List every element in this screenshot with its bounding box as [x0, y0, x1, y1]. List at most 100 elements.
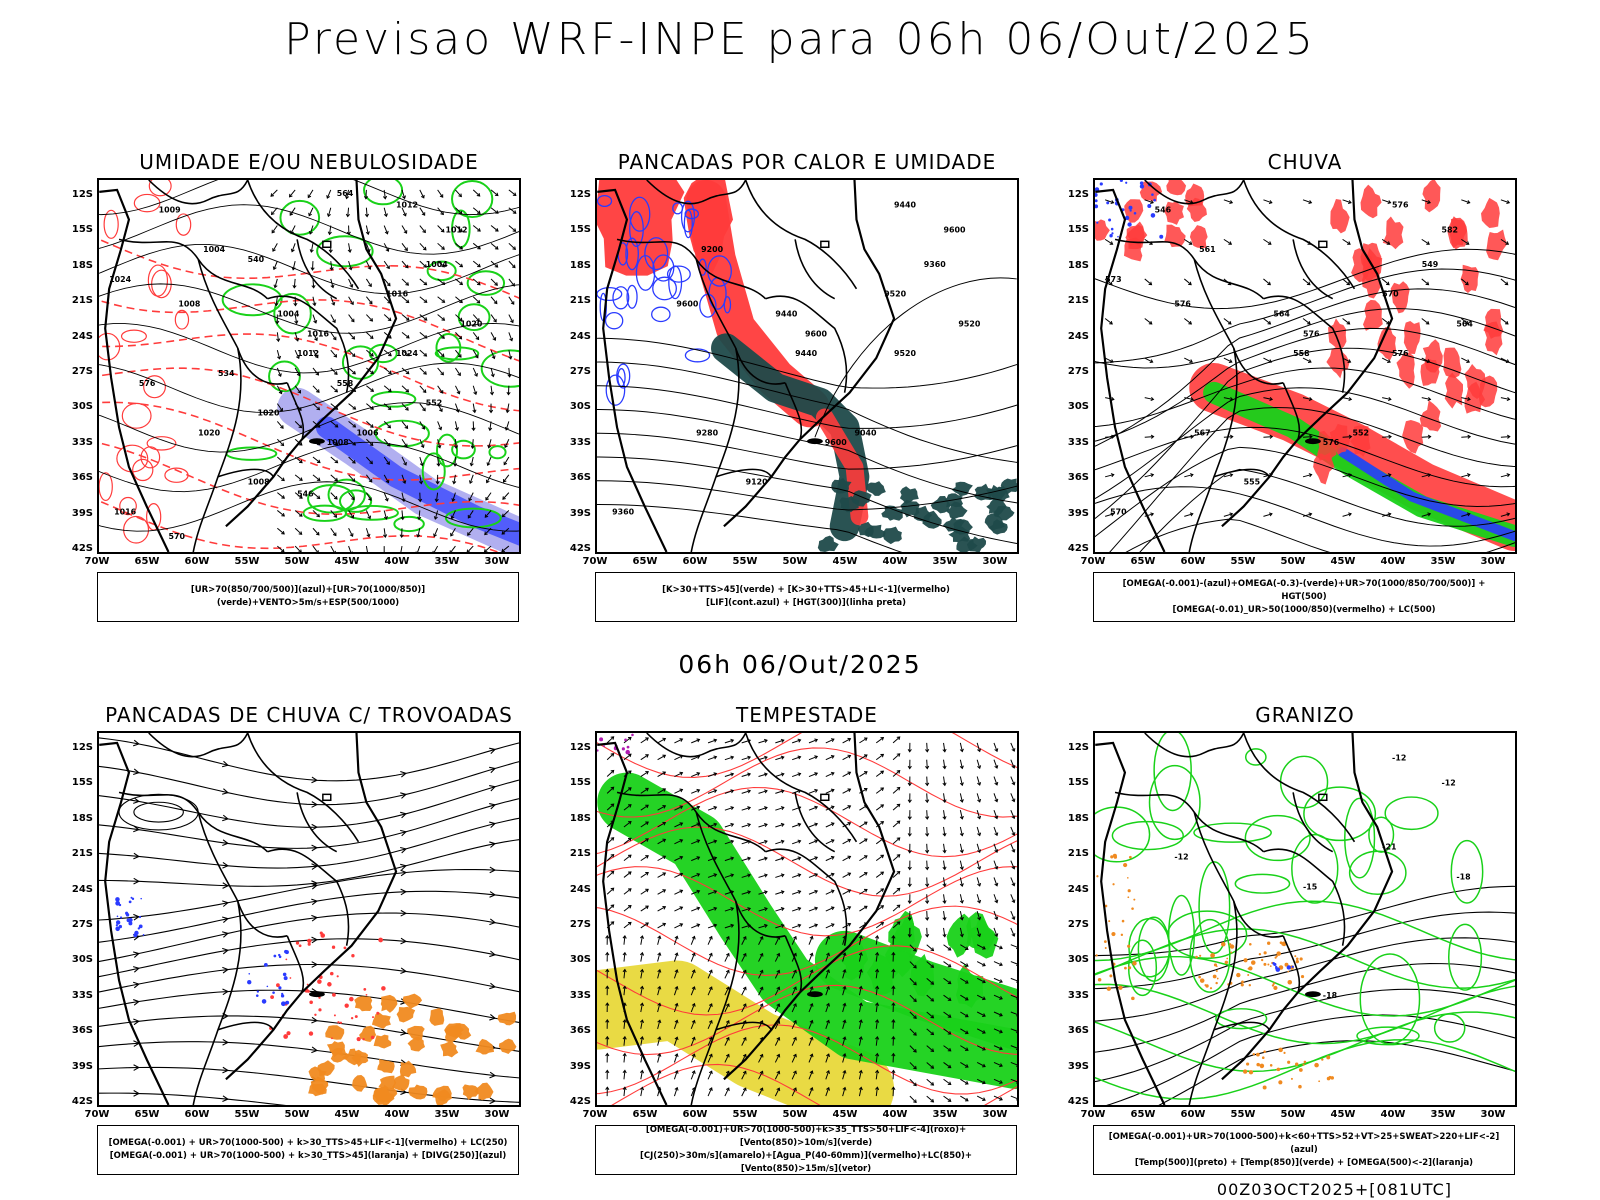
wind-vector-head	[977, 765, 982, 770]
wind-vector-head	[459, 245, 463, 250]
wind-vector-head	[797, 755, 802, 760]
wind-vector-head	[469, 462, 474, 467]
wind-vector-head	[797, 923, 802, 928]
country-border	[192, 901, 242, 1105]
wind-vector-head	[349, 284, 354, 288]
wind-vector-head	[814, 822, 819, 827]
wind-vector-head	[907, 934, 912, 938]
wind-vector	[1263, 278, 1271, 286]
wind-vector-head	[842, 1069, 847, 1074]
wind-vector	[484, 545, 492, 552]
rain-red-patch	[1362, 299, 1383, 331]
wind-vector	[1421, 357, 1430, 363]
lat-tick-label: 36S	[71, 1025, 93, 1037]
country-border	[286, 382, 305, 440]
wind-vector-head	[925, 833, 930, 837]
wind-vector-head	[891, 968, 896, 973]
wind-vector-head	[847, 754, 852, 759]
omega-orange-speck	[1097, 977, 1102, 982]
isobar	[99, 402, 519, 453]
omega-orange-speck	[1326, 1055, 1331, 1060]
wind-vector	[707, 739, 717, 744]
wind-vector-head	[1348, 473, 1353, 478]
lon-tick-label: 35W	[1430, 556, 1456, 567]
wind-vector	[707, 857, 717, 862]
wind-vector	[623, 804, 632, 811]
wind-vector-head	[780, 822, 785, 827]
wind-vector-head	[875, 968, 880, 973]
wind-vector	[875, 986, 878, 996]
contour-label: -18	[1456, 872, 1471, 881]
wind-vector	[623, 1019, 626, 1029]
wind-vector-head	[999, 996, 1003, 1000]
lif-contour	[651, 306, 671, 323]
temp850-contour	[1447, 923, 1483, 991]
wind-vector	[741, 1071, 747, 1080]
divergence-blue-speck	[115, 926, 120, 932]
wind-vector-head	[847, 906, 852, 910]
thunder-red-speck	[306, 983, 309, 986]
omega-orange-speck	[1294, 955, 1297, 958]
wind-vector-head	[386, 461, 390, 466]
wind-vector-head	[491, 355, 496, 360]
wind-vector-head	[662, 872, 667, 876]
wind-vector-head	[713, 738, 718, 743]
omega-orange-speck	[1127, 877, 1129, 879]
wind-vector-head	[679, 872, 684, 877]
wind-vector-head	[1308, 512, 1313, 517]
wind-vector	[401, 278, 409, 286]
wind-vector-head	[793, 1036, 797, 1041]
wind-vector	[690, 986, 695, 996]
wind-vector	[1302, 397, 1312, 400]
country-border	[1263, 848, 1346, 946]
wind-vector	[417, 528, 421, 538]
wind-vector	[993, 877, 998, 886]
wind-vector	[606, 786, 615, 794]
temp850-contour	[1359, 953, 1421, 1045]
wind-vector-head	[875, 1002, 880, 1007]
wind-vector	[808, 772, 818, 777]
wind-vector-head	[270, 211, 275, 216]
wind-vector	[1010, 1011, 1017, 1015]
wind-vector-head	[999, 945, 1003, 950]
wind-vector-head	[907, 883, 912, 888]
mountain-contour	[148, 180, 172, 197]
omega-orange-speck	[1298, 1068, 1303, 1072]
wind-vector-head	[1011, 815, 1016, 820]
wind-vector-head	[334, 477, 339, 482]
omega-orange-speck	[1273, 985, 1278, 991]
thunder-orange-patch	[396, 1006, 416, 1023]
wind-vector-head	[1386, 241, 1391, 245]
country-border	[1263, 295, 1346, 393]
wind-vector-head	[880, 888, 885, 892]
rain-blue-speck	[1099, 182, 1103, 186]
wind-vector	[467, 527, 474, 536]
wind-vector	[1381, 357, 1391, 363]
streamline-arrow	[489, 747, 497, 755]
temp850-contour	[1303, 786, 1377, 842]
wind-vector-head	[793, 952, 797, 957]
wind-vector-head	[399, 534, 404, 539]
moisture-1000-850-contour	[327, 478, 366, 511]
wind-vector	[472, 367, 478, 377]
wind-vector	[419, 296, 428, 303]
wind-vector	[791, 936, 797, 945]
mountain-contour	[120, 329, 147, 343]
wind-vector	[1010, 1095, 1017, 1100]
omega-orange-speck	[1213, 963, 1218, 967]
streamline-arrow	[489, 821, 497, 828]
wind-vector-head	[913, 1082, 917, 1087]
country-border	[1193, 811, 1284, 938]
country-border	[1292, 792, 1334, 853]
wind-vector	[859, 838, 868, 845]
wind-vector-head	[896, 904, 901, 909]
rain-red-patch	[1126, 221, 1148, 248]
wind-vector-head	[639, 951, 645, 956]
rain-red-patch	[1317, 430, 1337, 463]
wind-vector-head	[994, 832, 999, 837]
wind-vector-head	[627, 770, 632, 775]
lat-tick-label: 33S	[1067, 989, 1089, 1001]
country-border	[197, 811, 288, 938]
wind-vector-head	[1150, 200, 1154, 205]
wind-vector	[724, 840, 734, 845]
